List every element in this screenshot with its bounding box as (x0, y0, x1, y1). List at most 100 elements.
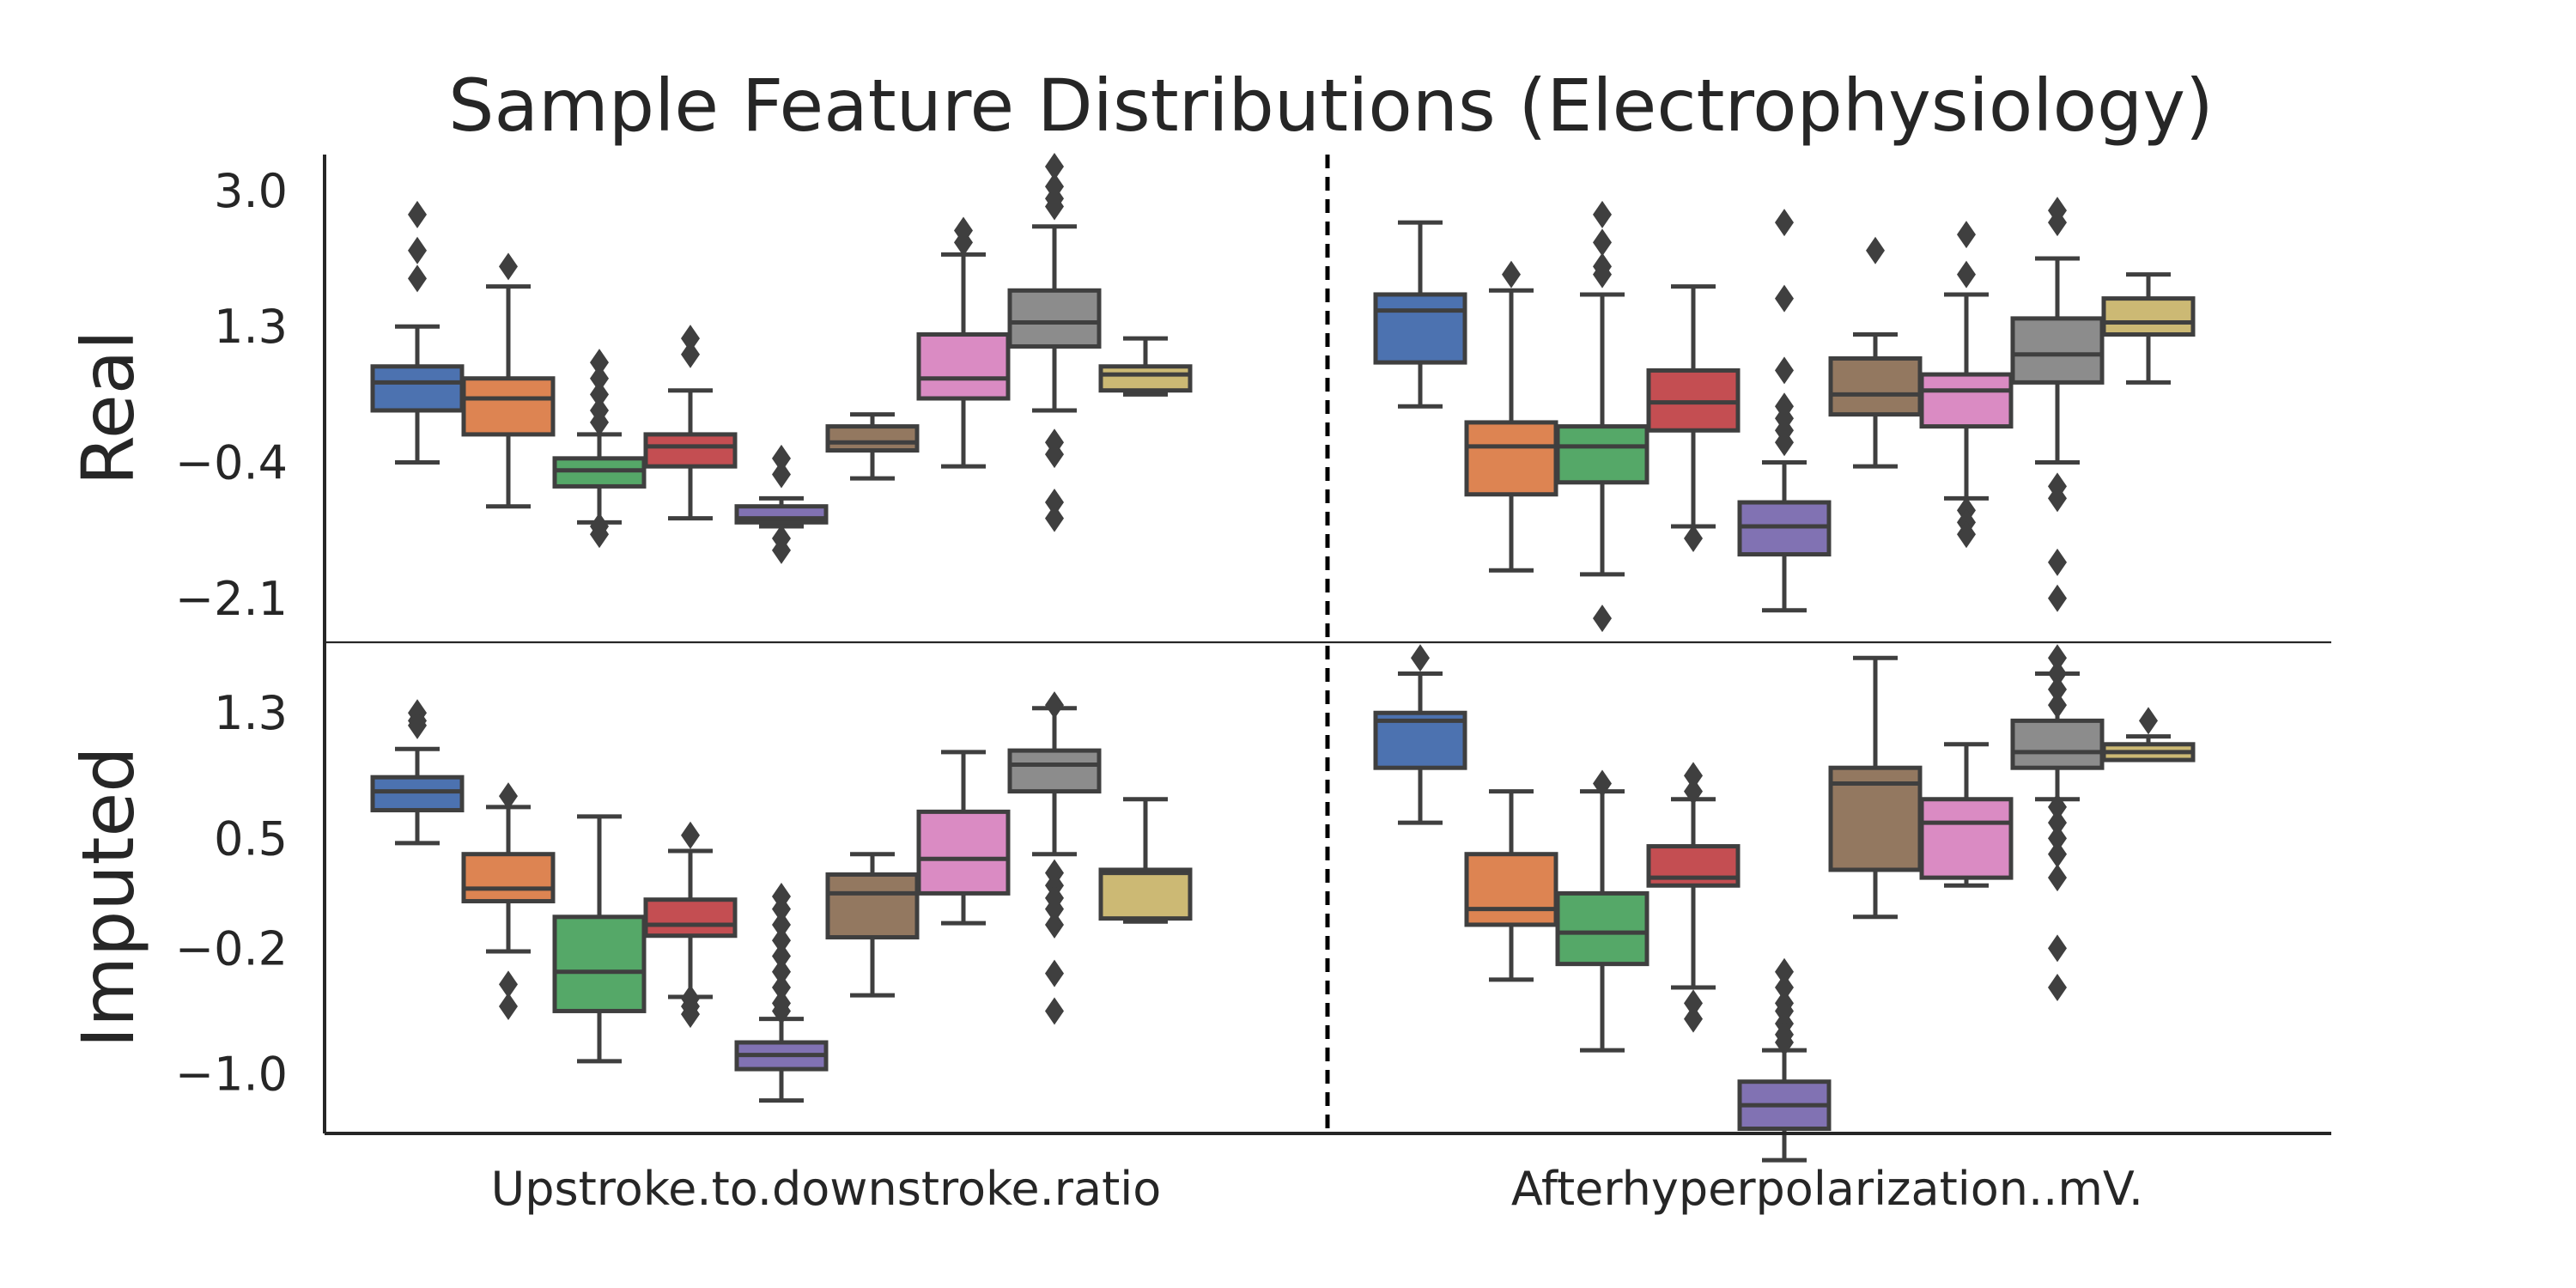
tick-labels: 3.0 1.3 −0.4 −2.1 1.3 0.5 −0.2 −1.0 (175, 164, 288, 1102)
iqr-box (916, 332, 1011, 401)
x-group-label-afterhyperpolarization: Afterhyperpolarization..mV. (1511, 1162, 2143, 1216)
outlier-point (590, 380, 609, 409)
outlier-point (772, 460, 791, 489)
outlier-point (772, 997, 791, 1025)
outlier-point (1957, 260, 1976, 289)
outlier-point (1593, 769, 1612, 798)
outlier-point (2048, 584, 2067, 612)
y-tick-label: −0.4 (175, 435, 288, 489)
outlier-point (2048, 974, 2067, 1002)
outlier-point (1593, 260, 1612, 289)
iqr-box (1373, 292, 1467, 365)
outlier-point (2048, 548, 2067, 576)
outlier-point (1775, 428, 1794, 457)
box-plot (2101, 707, 2196, 762)
iqr-box (1098, 867, 1193, 921)
outlier-point (1957, 520, 1976, 549)
outlier-point (1045, 959, 1064, 987)
outlier-point (408, 236, 427, 264)
outlier-point (2048, 484, 2067, 513)
box-plot (734, 883, 829, 1103)
y-tick-label: 1.3 (214, 300, 288, 354)
box-plot (552, 814, 647, 1064)
iqr-box (461, 852, 556, 904)
outlier-point (408, 711, 427, 739)
outlier-point (1593, 605, 1612, 633)
box-plot (1646, 284, 1741, 552)
outlier-point (681, 325, 700, 353)
box-plot (643, 325, 738, 521)
box-plot (1919, 221, 2014, 549)
outlier-point (772, 942, 791, 970)
outlier-point (1593, 228, 1612, 257)
outlier-point (2139, 707, 2158, 735)
outlier-point (1775, 957, 1794, 986)
outlier-point (1684, 989, 1703, 1018)
iqr-box (825, 872, 920, 940)
outlier-point (499, 782, 518, 811)
outlier-point (2048, 209, 2067, 237)
outlier-point (499, 970, 518, 999)
outlier-point (681, 340, 700, 368)
outlier-point (1045, 440, 1064, 469)
iqr-box (1555, 890, 1649, 967)
outlier-point (1957, 221, 1976, 249)
iqr-box (916, 809, 1011, 896)
iqr-box (1007, 748, 1102, 794)
row-label-imputed: Imputed (66, 746, 150, 1048)
outlier-point (2048, 644, 2067, 672)
y-tick-label: 3.0 (214, 164, 288, 218)
outlier-point (1045, 910, 1064, 939)
iqr-box (643, 897, 738, 939)
outlier-point (590, 349, 609, 377)
outlier-point (2048, 809, 2067, 837)
iqr-box (1828, 355, 1923, 417)
y-tick-label: −0.2 (175, 921, 288, 975)
chart-title: Sample Feature Distributions (Electrophy… (448, 64, 2214, 148)
outlier-point (499, 252, 518, 281)
box-plot (1919, 742, 2014, 888)
y-tick-label: −2.1 (175, 572, 288, 626)
box-plot (1828, 655, 1923, 920)
outlier-point (2048, 659, 2067, 688)
outlier-point (408, 200, 427, 228)
iqr-box (1555, 424, 1649, 485)
outlier-point (1593, 200, 1612, 228)
box-plot (1373, 220, 1467, 409)
box-plot (916, 216, 1011, 469)
box-plot (461, 782, 556, 1020)
outlier-point (1775, 974, 1794, 1002)
iqr-box (643, 432, 738, 469)
box-plot (461, 252, 556, 509)
box-plot (1555, 200, 1649, 633)
outlier-point (1045, 691, 1064, 720)
outlier-point (2048, 675, 2067, 703)
outlier-point (2048, 793, 2067, 821)
iqr-box (1007, 288, 1102, 349)
y-tick-label: 0.5 (214, 811, 288, 866)
box-plot (2010, 197, 2105, 612)
iqr-box (1919, 797, 2014, 880)
box-plot (1555, 769, 1649, 1053)
outlier-point (2048, 934, 2067, 963)
iqr-box (2101, 296, 2196, 337)
iqr-box (2010, 316, 2105, 385)
box-plot (1007, 691, 1102, 1025)
outlier-point (499, 992, 518, 1020)
outlier-point (1045, 895, 1064, 923)
box-plot (1464, 260, 1558, 573)
outlier-point (772, 895, 791, 923)
outlier-point (772, 957, 791, 986)
outlier-point (2048, 824, 2067, 853)
outlier-point (1775, 284, 1794, 313)
box-plot (2101, 272, 2196, 385)
outlier-point (1045, 997, 1064, 1025)
x-group-label-upstroke: Upstroke.to.downstroke.ratio (491, 1162, 1162, 1216)
outlier-point (1684, 524, 1703, 552)
outlier-point (1045, 192, 1064, 221)
box-plot (1373, 644, 1467, 825)
outlier-point (1684, 1005, 1703, 1033)
row-label-real: Real (66, 330, 150, 485)
iqr-box (370, 364, 465, 413)
